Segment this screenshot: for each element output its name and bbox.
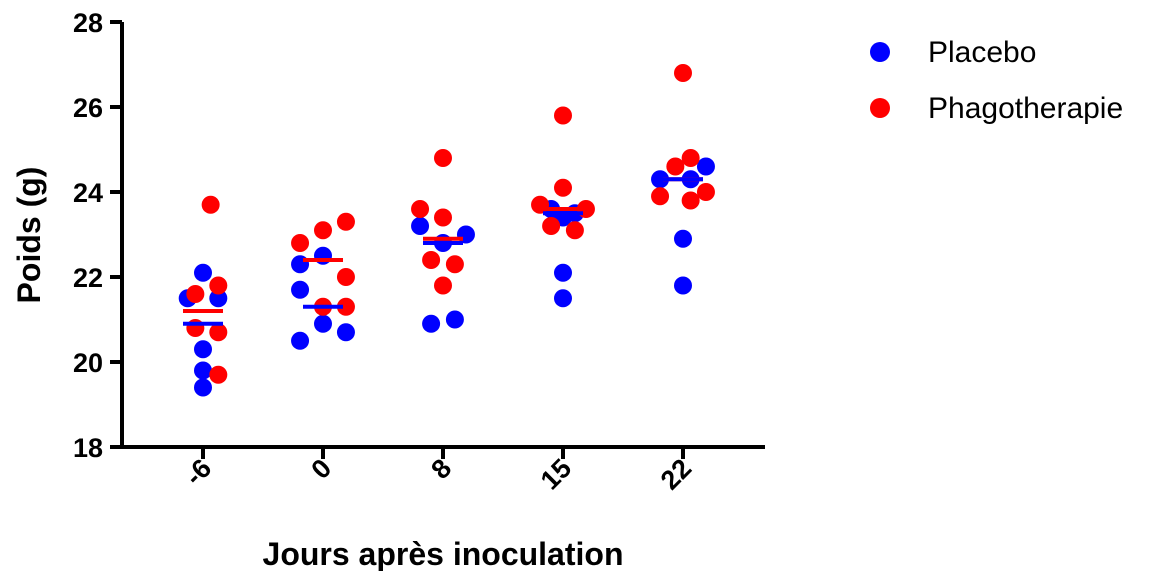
data-point-phagotherapie bbox=[434, 149, 452, 167]
data-point-placebo bbox=[456, 225, 475, 244]
legend-label-placebo: Placebo bbox=[928, 36, 1036, 69]
data-point-placebo bbox=[674, 229, 692, 248]
data-point-phagotherapie bbox=[554, 106, 572, 125]
data-point-placebo bbox=[651, 170, 670, 189]
legend: Placebo Phagotherapie bbox=[870, 36, 1123, 125]
data-point-phagotherapie bbox=[411, 200, 430, 218]
data-point-phagotherapie bbox=[209, 323, 228, 342]
data-point-phagotherapie bbox=[565, 221, 584, 240]
data-point-phagotherapie bbox=[314, 221, 332, 240]
data-point-placebo bbox=[194, 378, 212, 397]
data-point-phagotherapie bbox=[445, 255, 464, 274]
data-point-phagotherapie bbox=[681, 149, 700, 167]
x-tick-label: 22 bbox=[655, 453, 697, 495]
data-point-phagotherapie bbox=[681, 191, 700, 210]
data-point-placebo bbox=[696, 157, 715, 176]
x-tick-label: -6 bbox=[179, 453, 217, 491]
data-point-phagotherapie bbox=[554, 178, 572, 197]
data-point-placebo bbox=[674, 276, 692, 295]
data-point-placebo bbox=[554, 263, 572, 282]
data-point-phagotherapie bbox=[209, 365, 228, 384]
data-point-placebo bbox=[291, 331, 310, 350]
data-point-phagotherapie bbox=[291, 234, 310, 252]
data-point-phagotherapie bbox=[696, 183, 715, 201]
data-point-phagotherapie bbox=[651, 187, 670, 206]
data-point-phagotherapie bbox=[434, 276, 452, 295]
data-point-phagotherapie bbox=[542, 217, 561, 235]
data-point-phagotherapie bbox=[336, 268, 355, 286]
data-point-placebo bbox=[194, 361, 212, 380]
data-point-placebo bbox=[194, 340, 212, 359]
legend-label-phagotherapie: Phagotherapie bbox=[928, 92, 1123, 125]
y-tick-label: 24 bbox=[73, 178, 103, 208]
y-tick-label: 22 bbox=[73, 263, 103, 293]
data-point-placebo bbox=[411, 217, 430, 235]
data-point-phagotherapie bbox=[336, 297, 355, 316]
data-point-placebo bbox=[445, 310, 464, 329]
data-point-phagotherapie bbox=[434, 208, 452, 227]
median-lines bbox=[183, 177, 703, 326]
x-tick-label: 15 bbox=[535, 453, 577, 495]
data-point-placebo bbox=[291, 280, 310, 299]
data-points bbox=[178, 64, 715, 397]
y-tick-label: 28 bbox=[73, 8, 103, 38]
legend-item-placebo: Placebo bbox=[870, 36, 1036, 69]
legend-marker-placebo bbox=[870, 42, 890, 62]
data-point-phagotherapie bbox=[186, 285, 205, 303]
x-ticks: -6 0 8 15 22 bbox=[179, 447, 697, 495]
data-point-placebo bbox=[291, 255, 310, 274]
data-point-placebo bbox=[336, 323, 355, 342]
data-point-phagotherapie bbox=[674, 64, 692, 82]
data-point-phagotherapie bbox=[666, 157, 685, 176]
y-axis-title: Poids (g) bbox=[11, 167, 47, 304]
legend-item-phagotherapie: Phagotherapie bbox=[870, 92, 1123, 125]
data-point-phagotherapie bbox=[186, 319, 205, 337]
data-point-placebo bbox=[554, 289, 572, 308]
x-axis-title: Jours après inoculation bbox=[263, 536, 624, 571]
data-point-placebo bbox=[422, 314, 441, 333]
data-point-phagotherapie bbox=[531, 195, 550, 214]
data-point-phagotherapie bbox=[209, 276, 228, 295]
y-tick-label: 18 bbox=[73, 433, 103, 463]
data-point-placebo bbox=[314, 314, 332, 333]
y-ticks: 18 20 22 24 26 28 bbox=[73, 8, 122, 463]
data-point-phagotherapie bbox=[422, 251, 441, 269]
data-point-placebo bbox=[194, 263, 212, 282]
legend-marker-phagotherapie bbox=[870, 98, 890, 118]
y-tick-label: 20 bbox=[73, 348, 103, 378]
y-tick-label: 26 bbox=[73, 93, 103, 123]
data-point-phagotherapie bbox=[201, 195, 220, 214]
data-point-placebo bbox=[314, 246, 332, 265]
data-point-placebo bbox=[209, 289, 228, 308]
data-point-phagotherapie bbox=[336, 212, 355, 231]
